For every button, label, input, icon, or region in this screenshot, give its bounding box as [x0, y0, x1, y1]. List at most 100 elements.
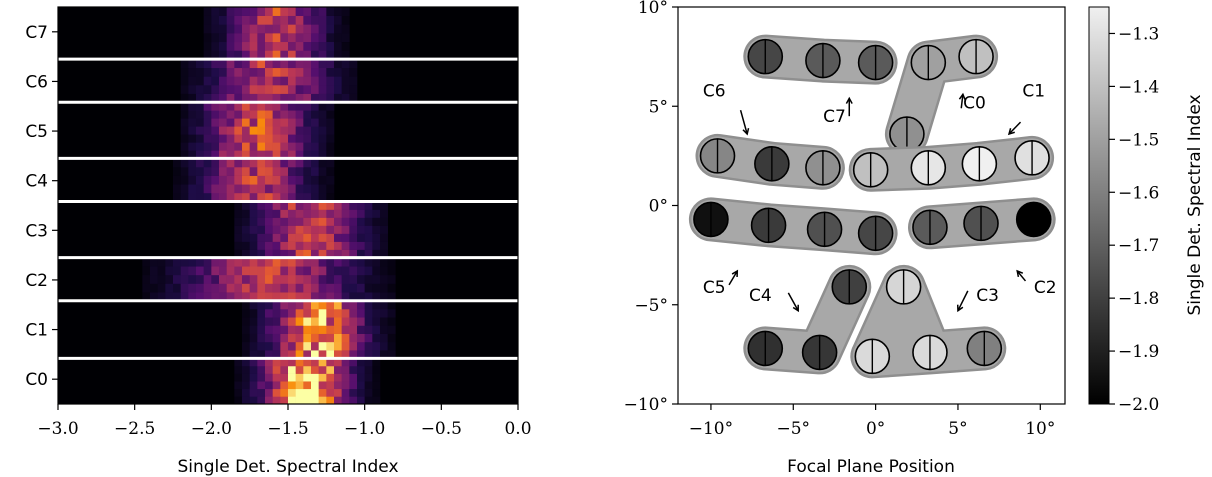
- heatmap-cell: [242, 134, 250, 143]
- heatmap-cell: [249, 300, 258, 310]
- heatmap-cell: [295, 126, 304, 135]
- heatmap-cell: [372, 317, 381, 326]
- heatmap-cell: [295, 93, 304, 103]
- heatmap-cell: [242, 184, 250, 194]
- heatmap-cell: [380, 209, 388, 218]
- heatmap-cell: [257, 50, 266, 60]
- heatmap-cell: [272, 283, 281, 293]
- heatmap-cell: [280, 257, 289, 267]
- heatmap-cell: [242, 333, 250, 343]
- heatmap-cell: [203, 184, 212, 194]
- detector: [699, 138, 736, 174]
- heatmap-cell: [203, 283, 212, 293]
- heatmap-cell: [387, 317, 396, 326]
- heatmap-cell: [188, 292, 197, 302]
- heatmap-cell: [280, 233, 289, 242]
- heatmap-cell: [288, 7, 296, 16]
- heatmap-cell: [380, 292, 388, 302]
- detector-left-half: [858, 216, 876, 251]
- heatmap-cell: [173, 175, 181, 185]
- heatmap-cell: [364, 233, 373, 242]
- heatmap-cell: [372, 358, 381, 367]
- detector: [910, 44, 947, 81]
- heatmap-cell: [196, 292, 204, 302]
- heatmap-cell: [211, 292, 220, 302]
- heatmap-cell: [242, 283, 250, 293]
- heatmap-cell: [311, 15, 319, 25]
- heatmap-cell: [226, 67, 235, 77]
- heatmap-cell: [203, 67, 212, 77]
- heatmap-cell: [311, 192, 319, 202]
- heatmap-cell: [303, 309, 312, 318]
- heatmap-cell: [249, 373, 258, 382]
- heatmap-cell: [387, 309, 396, 318]
- heatmap-cell: [203, 166, 212, 176]
- heatmap-cell: [249, 225, 258, 234]
- heatmap-cell: [387, 274, 396, 284]
- heatmap-cell: [242, 300, 250, 310]
- colorbar: −1.3 −1.4 −1.5 −1.6 −1.7 −1.8 −1.9 −2.0 Single …: [1088, 6, 1205, 415]
- x-tick-label: −2.5: [114, 419, 155, 439]
- heatmap-cell: [295, 150, 304, 159]
- heatmap-cell: [311, 93, 319, 103]
- heatmap-cell: [318, 158, 327, 168]
- heatmap-cell: [173, 292, 181, 302]
- heatmap-cell: [211, 150, 220, 159]
- detector-right-half: [822, 43, 840, 78]
- heatmap-cell: [226, 24, 235, 34]
- detector-right-half: [875, 216, 893, 251]
- heatmap-cell: [326, 33, 335, 43]
- heatmap-cell: [272, 292, 281, 302]
- heatmap-cell: [364, 350, 373, 359]
- heatmap-cell: [234, 67, 243, 77]
- heatmap-cell: [249, 350, 258, 359]
- heatmap-cell: [288, 110, 296, 119]
- heatmap-cell: [295, 67, 304, 77]
- heatmap-cell: [318, 134, 327, 143]
- heatmap-cell: [249, 233, 258, 242]
- heatmap-cell: [265, 142, 273, 151]
- heatmap-cell: [219, 158, 227, 168]
- heatmap-cell: [226, 102, 235, 111]
- detector-right-half: [928, 45, 946, 80]
- annotation-arrow: [1016, 270, 1027, 282]
- heatmap-cell: [265, 217, 273, 226]
- detector-left-half: [959, 39, 977, 74]
- heatmap-cell: [180, 110, 189, 119]
- heatmap-cell: [288, 365, 296, 374]
- heatmap-cell: [234, 233, 243, 242]
- heatmap-cell: [295, 388, 304, 397]
- heatmap-cell: [272, 76, 281, 86]
- x-tick-label: −0.5: [421, 419, 462, 439]
- heatmap-cell: [303, 317, 312, 326]
- heatmap-cell: [303, 341, 312, 351]
- heatmap-cell: [188, 257, 197, 267]
- heatmap-cell: [234, 102, 243, 111]
- heatmap-cell: [257, 67, 266, 77]
- heatmap-cell: [257, 309, 266, 318]
- heatmap-cell: [311, 59, 319, 69]
- heatmap-cell: [318, 7, 327, 16]
- heatmap-cell: [150, 292, 158, 302]
- heatmap-cell: [203, 110, 212, 119]
- heatmap-cell: [219, 126, 227, 135]
- heatmap-cell: [234, 158, 243, 168]
- heatmap-cell: [249, 309, 258, 318]
- heatmap-cell: [288, 300, 296, 310]
- heatmap-cell: [288, 102, 296, 111]
- heatmap-cell: [180, 85, 189, 94]
- heatmap-cell: [303, 388, 312, 397]
- heatmap-cell: [326, 59, 335, 69]
- heatmap-cell: [265, 166, 273, 176]
- heatmap-cell: [318, 41, 327, 51]
- heatmap-cell: [234, 93, 243, 103]
- heatmap-cell: [203, 93, 212, 103]
- heatmap-cell: [349, 217, 358, 226]
- heatmap-cell: [295, 7, 304, 16]
- heatmap-cell: [295, 333, 304, 343]
- x-tick-label: 5°: [948, 419, 967, 439]
- heatmap-cell: [211, 85, 220, 94]
- heatmap-cell: [226, 76, 235, 86]
- detector-left-half: [964, 206, 982, 241]
- detector-left-half: [967, 331, 985, 366]
